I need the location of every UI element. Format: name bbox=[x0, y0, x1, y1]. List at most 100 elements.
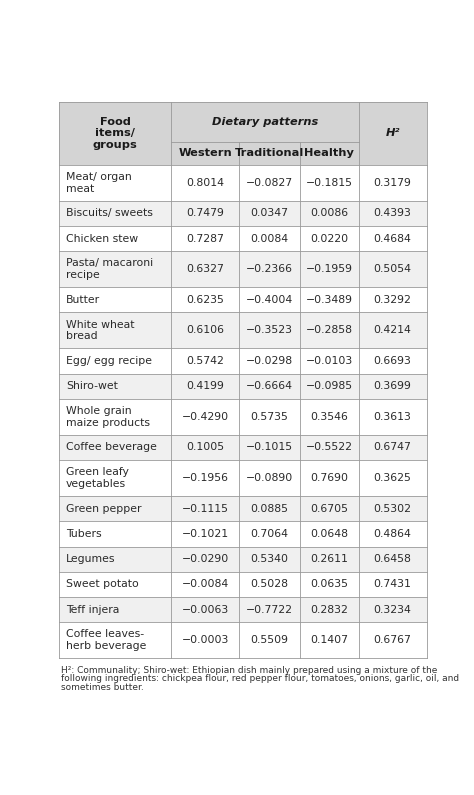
Text: Meat/ organ
meat: Meat/ organ meat bbox=[66, 172, 132, 193]
Text: −0.1815: −0.1815 bbox=[306, 178, 353, 188]
Text: 0.5742: 0.5742 bbox=[186, 356, 224, 366]
Text: 0.7690: 0.7690 bbox=[310, 473, 348, 483]
Bar bbox=[59, 435, 427, 460]
Text: −0.6664: −0.6664 bbox=[246, 382, 293, 391]
Text: 0.6747: 0.6747 bbox=[374, 443, 411, 452]
Text: −0.0063: −0.0063 bbox=[182, 605, 229, 615]
Bar bbox=[59, 312, 427, 348]
Text: 0.6458: 0.6458 bbox=[374, 554, 411, 564]
Text: Green pepper: Green pepper bbox=[66, 504, 141, 514]
Text: Sweet potato: Sweet potato bbox=[66, 580, 138, 589]
Text: 0.7431: 0.7431 bbox=[374, 580, 411, 589]
Text: 0.6235: 0.6235 bbox=[186, 295, 224, 304]
Text: Coffee beverage: Coffee beverage bbox=[66, 443, 157, 452]
Bar bbox=[59, 165, 427, 200]
Text: −0.0290: −0.0290 bbox=[182, 554, 229, 564]
Text: −0.0084: −0.0084 bbox=[182, 580, 229, 589]
Text: 0.5302: 0.5302 bbox=[374, 504, 411, 514]
Text: −0.0298: −0.0298 bbox=[246, 356, 293, 366]
Text: −0.2366: −0.2366 bbox=[246, 264, 293, 274]
Text: −0.0103: −0.0103 bbox=[306, 356, 353, 366]
Text: Green leafy
vegetables: Green leafy vegetables bbox=[66, 467, 129, 489]
Bar bbox=[59, 460, 427, 496]
Text: −0.1115: −0.1115 bbox=[182, 504, 229, 514]
Bar bbox=[171, 142, 239, 165]
Text: 0.5054: 0.5054 bbox=[374, 264, 411, 274]
Text: −0.5522: −0.5522 bbox=[306, 443, 353, 452]
Bar bbox=[59, 102, 171, 165]
Text: 0.5028: 0.5028 bbox=[251, 580, 289, 589]
Bar bbox=[59, 572, 427, 597]
Text: 0.8014: 0.8014 bbox=[186, 178, 224, 188]
Text: 0.5735: 0.5735 bbox=[251, 412, 289, 422]
Text: Chicken stew: Chicken stew bbox=[66, 234, 138, 243]
Text: 0.6106: 0.6106 bbox=[186, 325, 224, 335]
Text: 0.0084: 0.0084 bbox=[250, 234, 289, 243]
Bar bbox=[59, 374, 427, 399]
Bar bbox=[59, 522, 427, 547]
Text: Butter: Butter bbox=[66, 295, 100, 304]
Text: −0.3523: −0.3523 bbox=[246, 325, 293, 335]
Text: −0.0890: −0.0890 bbox=[246, 473, 293, 483]
Text: 0.3625: 0.3625 bbox=[374, 473, 411, 483]
Text: Biscuits/ sweets: Biscuits/ sweets bbox=[66, 208, 153, 219]
Text: 0.0648: 0.0648 bbox=[310, 529, 348, 539]
Text: Egg/ egg recipe: Egg/ egg recipe bbox=[66, 356, 152, 366]
Text: White wheat
bread: White wheat bread bbox=[66, 320, 134, 341]
Text: −0.1956: −0.1956 bbox=[182, 473, 229, 483]
Text: −0.1015: −0.1015 bbox=[246, 443, 293, 452]
Bar bbox=[59, 226, 427, 251]
Text: 0.0220: 0.0220 bbox=[310, 234, 348, 243]
Bar bbox=[359, 102, 427, 165]
Text: Teff injera: Teff injera bbox=[66, 605, 119, 615]
Bar bbox=[59, 622, 427, 658]
Text: −0.1959: −0.1959 bbox=[306, 264, 353, 274]
Text: 0.6693: 0.6693 bbox=[374, 356, 411, 366]
Text: 0.5340: 0.5340 bbox=[251, 554, 289, 564]
Text: Whole grain
maize products: Whole grain maize products bbox=[66, 406, 150, 428]
Text: Healthy: Healthy bbox=[304, 148, 354, 158]
Bar bbox=[59, 200, 427, 226]
Text: 0.3613: 0.3613 bbox=[374, 412, 411, 422]
Text: −0.4290: −0.4290 bbox=[182, 412, 229, 422]
Text: −0.7722: −0.7722 bbox=[246, 605, 293, 615]
Text: following ingredients: chickpea flour, red pepper flour, tomatoes, onions, garli: following ingredients: chickpea flour, r… bbox=[61, 674, 459, 684]
Text: 0.0347: 0.0347 bbox=[251, 208, 289, 219]
Text: 0.1005: 0.1005 bbox=[186, 443, 224, 452]
Text: −0.3489: −0.3489 bbox=[306, 295, 353, 304]
Text: −0.0003: −0.0003 bbox=[182, 635, 229, 646]
Bar bbox=[59, 399, 427, 435]
Text: 0.3699: 0.3699 bbox=[374, 382, 411, 391]
Text: 0.7479: 0.7479 bbox=[186, 208, 224, 219]
Text: 0.2611: 0.2611 bbox=[310, 554, 348, 564]
Text: sometimes butter.: sometimes butter. bbox=[61, 683, 144, 692]
Bar bbox=[59, 251, 427, 287]
Text: 0.3234: 0.3234 bbox=[374, 605, 411, 615]
Text: 0.5509: 0.5509 bbox=[251, 635, 289, 646]
Text: H²: H² bbox=[385, 128, 400, 138]
Text: 0.6705: 0.6705 bbox=[310, 504, 348, 514]
Bar bbox=[59, 348, 427, 374]
Text: Pasta/ macaroni
recipe: Pasta/ macaroni recipe bbox=[66, 258, 153, 280]
Text: 0.3292: 0.3292 bbox=[374, 295, 411, 304]
Text: 0.3179: 0.3179 bbox=[374, 178, 411, 188]
Text: 0.6767: 0.6767 bbox=[374, 635, 411, 646]
Bar bbox=[171, 102, 359, 142]
Text: Western: Western bbox=[178, 148, 232, 158]
Text: Tubers: Tubers bbox=[66, 529, 101, 539]
Text: 0.4684: 0.4684 bbox=[374, 234, 411, 243]
Text: 0.1407: 0.1407 bbox=[310, 635, 348, 646]
Text: 0.0086: 0.0086 bbox=[310, 208, 348, 219]
Bar bbox=[59, 597, 427, 622]
Text: H²: Communality; Shiro-wet: Ethiopian dish mainly prepared using a mixture of th: H²: Communality; Shiro-wet: Ethiopian di… bbox=[61, 666, 438, 675]
Text: 0.7064: 0.7064 bbox=[251, 529, 289, 539]
Bar bbox=[300, 142, 359, 165]
Text: −0.4004: −0.4004 bbox=[246, 295, 293, 304]
Text: −0.0827: −0.0827 bbox=[246, 178, 293, 188]
Text: −0.2858: −0.2858 bbox=[306, 325, 353, 335]
Text: 0.4864: 0.4864 bbox=[374, 529, 411, 539]
Text: 0.4393: 0.4393 bbox=[374, 208, 411, 219]
Text: 0.4199: 0.4199 bbox=[186, 382, 224, 391]
Text: 0.6327: 0.6327 bbox=[186, 264, 224, 274]
Text: 0.3546: 0.3546 bbox=[310, 412, 348, 422]
